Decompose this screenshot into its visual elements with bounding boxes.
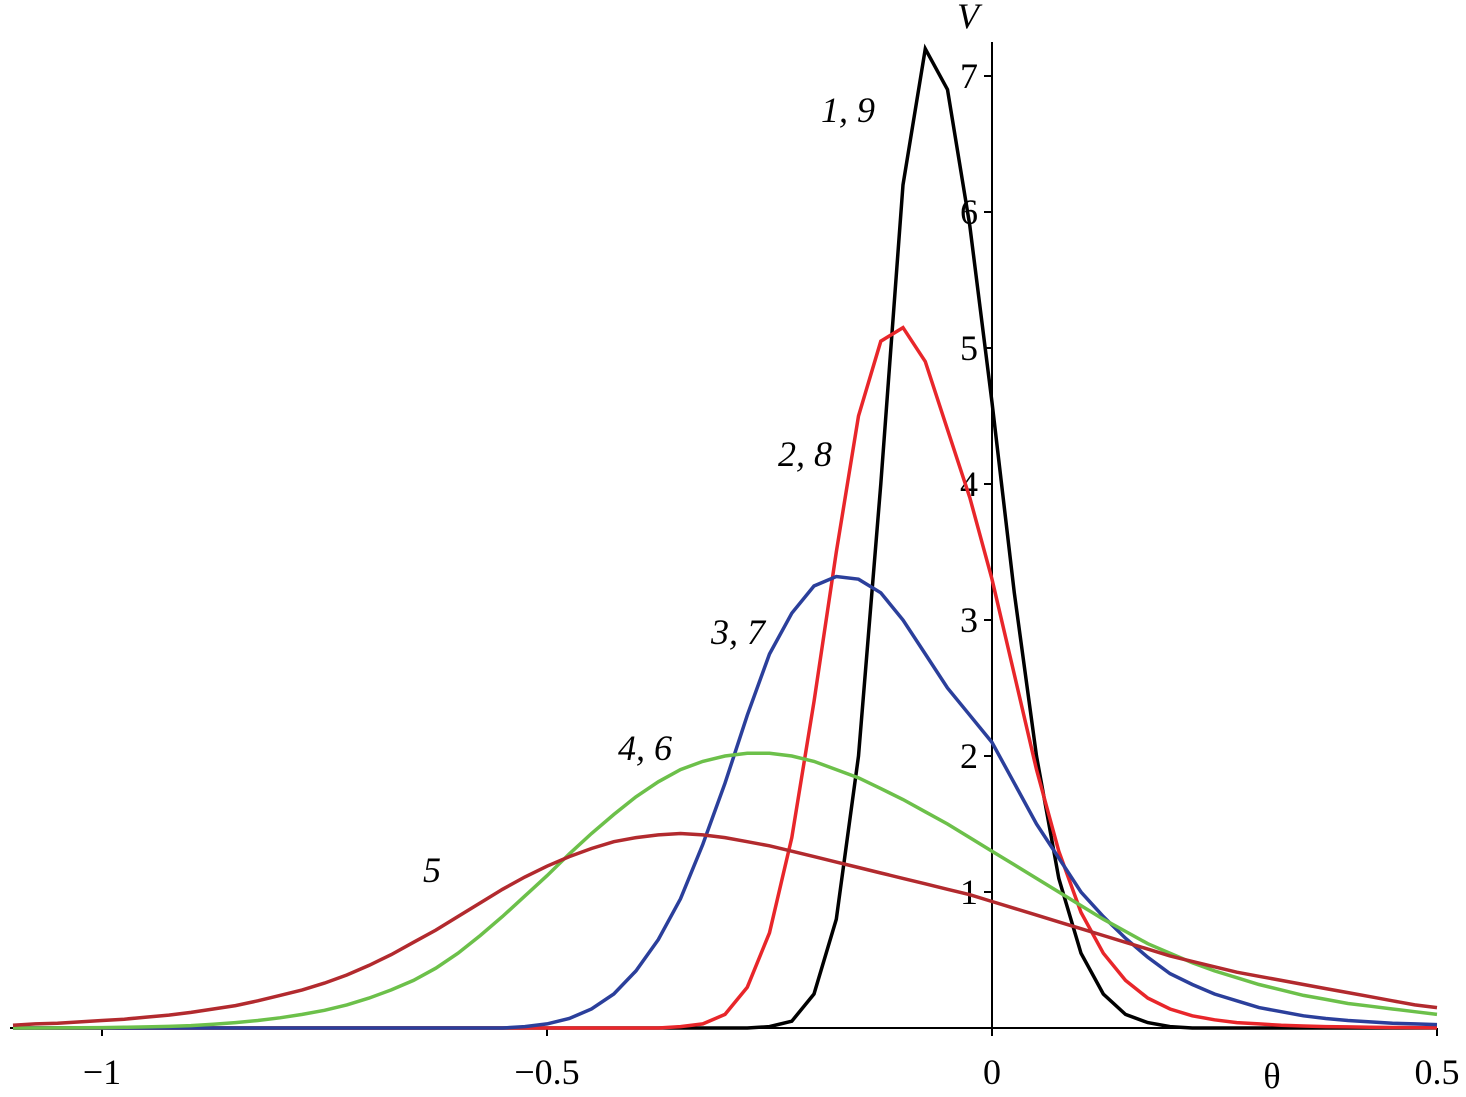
series-line — [13, 325, 1438, 1030]
series-line — [13, 43, 1437, 1030]
x-tick-label: 0 — [983, 1052, 1001, 1092]
y-tick-label: 4 — [960, 464, 978, 504]
x-axis-label: θ — [1263, 1056, 1280, 1096]
x-tick-label: 0.5 — [1415, 1052, 1460, 1092]
y-tick-label: 5 — [960, 328, 978, 368]
series-line — [13, 574, 1438, 1030]
series-label: 1, 9 — [821, 90, 875, 130]
y-tick-label: 3 — [960, 600, 978, 640]
y-tick-label: 2 — [960, 736, 978, 776]
x-tick-label: −1 — [83, 1052, 121, 1092]
x-tick-label: −0.5 — [514, 1052, 579, 1092]
series-label: 3, 7 — [710, 612, 767, 652]
series-label: 4, 6 — [618, 728, 672, 768]
y-tick-label: 7 — [960, 56, 978, 96]
y-axis-label: V — [957, 0, 983, 36]
series-label: 2, 8 — [778, 434, 832, 474]
series-line — [13, 751, 1438, 1030]
series-label: 5 — [423, 850, 441, 890]
series-line — [12, 831, 1438, 1028]
y-tick-label: 1 — [960, 872, 978, 912]
